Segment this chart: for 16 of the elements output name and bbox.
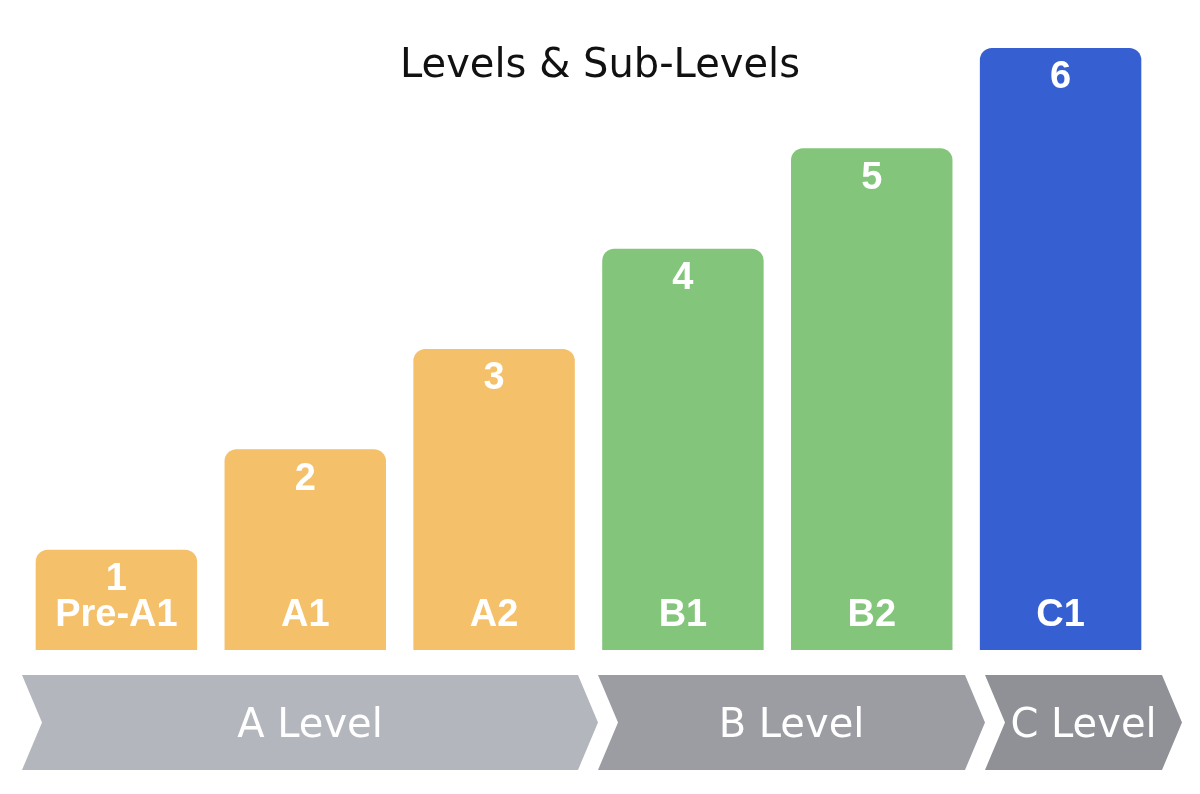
- x-tick-label: A2: [469, 592, 519, 635]
- chart-title: Levels & Sub-Levels: [399, 40, 801, 87]
- bar: [602, 248, 764, 650]
- data-label: 5: [861, 154, 883, 197]
- bar: [979, 48, 1142, 650]
- bar: [791, 148, 953, 650]
- x-tick-label: B2: [847, 592, 897, 635]
- data-label: 2: [294, 455, 316, 498]
- data-label: 6: [1050, 54, 1072, 97]
- x-tick-label: A1: [280, 592, 330, 635]
- x-tick-label: C1: [1036, 592, 1085, 635]
- bar: [224, 449, 386, 650]
- data-label: 4: [672, 255, 694, 298]
- data-label: 3: [483, 355, 505, 398]
- bar: [413, 349, 575, 650]
- x-tick-label: B1: [658, 592, 708, 635]
